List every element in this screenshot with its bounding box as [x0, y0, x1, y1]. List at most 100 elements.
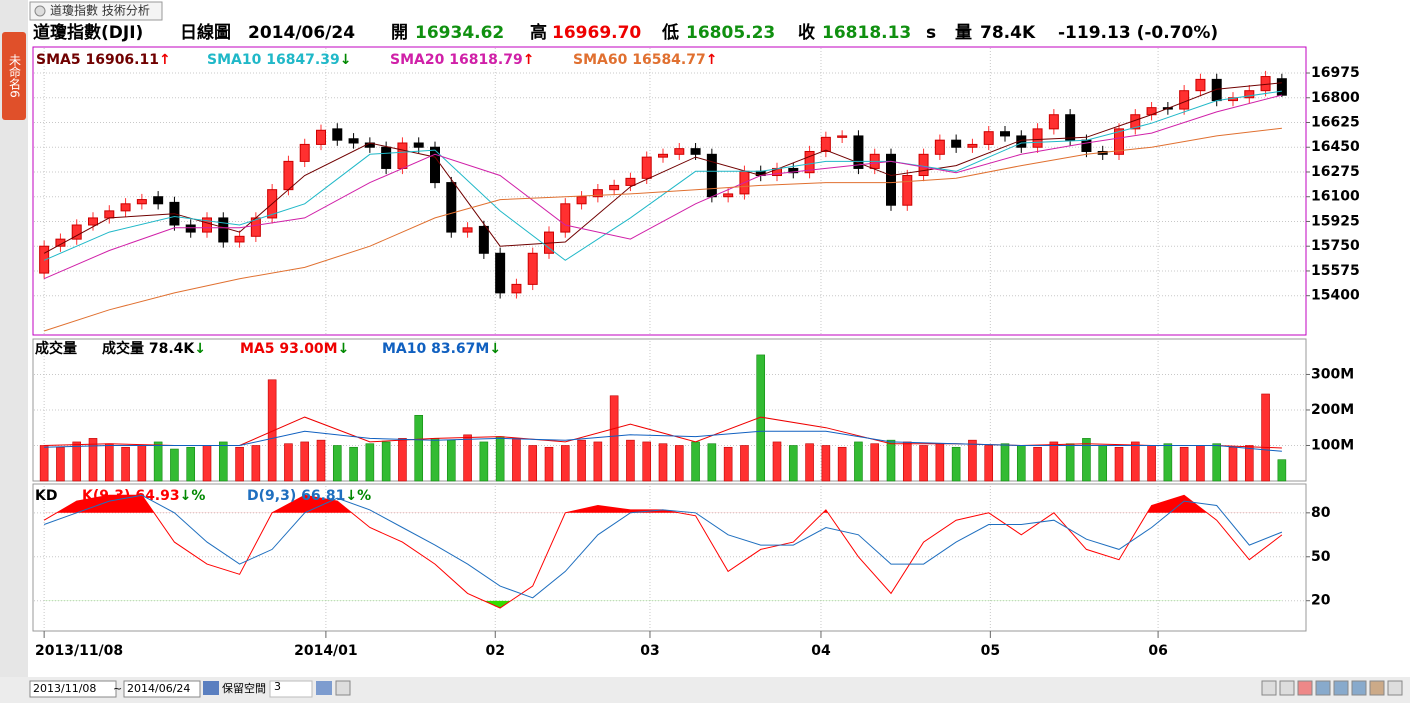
y-tick-label: 16275 — [1311, 164, 1360, 180]
legend-value: 78.4K — [149, 341, 196, 357]
volume-bar — [805, 443, 814, 482]
y-tick-label: 15400 — [1311, 288, 1360, 304]
candle-body — [1065, 114, 1076, 141]
candle-body — [430, 146, 440, 184]
candle-body — [853, 135, 864, 169]
candle-body — [1276, 78, 1287, 96]
right-tools — [1261, 680, 1403, 696]
reserve-input[interactable] — [269, 680, 313, 698]
candle-body — [218, 217, 229, 243]
volume-bar — [170, 448, 179, 482]
candle-body — [951, 139, 962, 148]
candle-body — [136, 199, 147, 205]
volume-bar — [1033, 446, 1042, 482]
legend-name: SMA5 — [36, 52, 81, 68]
volume-bar — [609, 395, 619, 482]
volume-bar — [1179, 446, 1189, 482]
candle-body — [837, 135, 848, 138]
tool-button[interactable] — [1387, 680, 1403, 696]
volume-bar — [577, 439, 586, 482]
tab[interactable] — [2, 32, 26, 120]
candle-body — [1048, 114, 1059, 130]
candle-body — [153, 196, 164, 205]
reserve-label: 保留空間 — [222, 681, 266, 695]
candle-body — [804, 150, 815, 174]
tool-button[interactable] — [1297, 680, 1313, 696]
candle-body — [71, 224, 82, 240]
tab-label: 未命名6 — [8, 54, 22, 98]
volume-bar — [479, 441, 489, 482]
legend-name: MA10 — [382, 341, 427, 357]
volume-bar — [1261, 393, 1270, 482]
candle-body — [413, 142, 424, 148]
to-date: 2014/06/24 — [127, 682, 190, 695]
candle-body — [674, 148, 685, 155]
volume-bar — [72, 441, 82, 482]
window-tab[interactable] — [29, 1, 163, 21]
change: -119.13 (-0.70%) — [1058, 23, 1218, 43]
volume-bar — [39, 445, 49, 482]
volume-bar — [544, 446, 554, 482]
volume-bar — [886, 439, 896, 482]
tool-button[interactable] — [1315, 680, 1331, 696]
x-tick-label: 06 — [1148, 643, 1167, 659]
volume: 78.4K — [980, 23, 1036, 43]
tool-button[interactable] — [1333, 680, 1349, 696]
legend-entry: MA10 83.67M↓ — [382, 341, 501, 357]
volume-bar — [772, 441, 782, 482]
open-label: 開 — [391, 23, 408, 43]
tool-button[interactable] — [1351, 680, 1367, 696]
candle-body — [462, 227, 473, 233]
candle-body — [934, 139, 945, 155]
candle-body — [332, 128, 343, 141]
legend-value: 16906.11 — [85, 52, 159, 68]
volume-bar — [349, 446, 358, 482]
y-tick-label: 16800 — [1311, 90, 1360, 106]
y-tick-label: 200M — [1311, 402, 1354, 418]
candle-body — [88, 217, 98, 226]
x-tick-label: 2013/11/08 — [35, 643, 123, 659]
tool-button[interactable] — [1369, 680, 1385, 696]
to-input[interactable] — [123, 680, 201, 698]
candle-body — [202, 217, 212, 233]
y-tick-label: 15575 — [1311, 263, 1360, 279]
legend-name: D(9,3) — [247, 488, 296, 504]
from-input[interactable] — [29, 680, 117, 698]
legend-name: K(9,3) — [82, 488, 130, 504]
volume-bar — [398, 438, 407, 482]
y-tick-label: 80 — [1311, 505, 1331, 521]
candle-body — [55, 238, 66, 247]
icon-button[interactable] — [316, 681, 332, 695]
tool-button[interactable] — [1261, 680, 1277, 696]
candle-body — [316, 129, 326, 145]
sma-line — [43, 90, 1282, 261]
y-tick-label: 16625 — [1311, 114, 1360, 130]
volume-bar — [935, 443, 945, 482]
legend-arrow: ↓ — [338, 341, 350, 357]
candle-body — [348, 138, 359, 144]
symbol: 道瓊指數(DJI) — [33, 22, 143, 43]
plot-layer: 2013/11/08 2014/01 02 03 04 05 06 15400 15575 157… — [34, 48, 1360, 659]
x-tick-label: 05 — [981, 643, 1000, 659]
volume-bar — [88, 438, 98, 482]
candle-body — [918, 153, 929, 177]
window-title: 道瓊指數 技術分析 — [50, 3, 150, 18]
icon-button[interactable] — [203, 681, 219, 695]
volume-bar — [723, 446, 733, 482]
candle-body — [446, 182, 457, 233]
candle-body — [1032, 128, 1043, 148]
icon-button[interactable] — [335, 680, 351, 696]
candle-body — [234, 235, 245, 243]
volume-bar — [463, 434, 472, 482]
tool-button[interactable] — [1279, 680, 1295, 696]
volume-bar — [560, 445, 570, 482]
candle-body — [283, 160, 294, 191]
volume-bar — [1212, 443, 1222, 482]
legend-entry: SMA10 16847.39↓ — [207, 52, 351, 68]
volume-bar — [235, 446, 244, 482]
candle-body — [576, 196, 587, 205]
legend-entry: SMA20 16818.79↑ — [390, 52, 534, 68]
candle-body — [788, 167, 799, 174]
legend-arrow: ↓ — [489, 341, 501, 357]
